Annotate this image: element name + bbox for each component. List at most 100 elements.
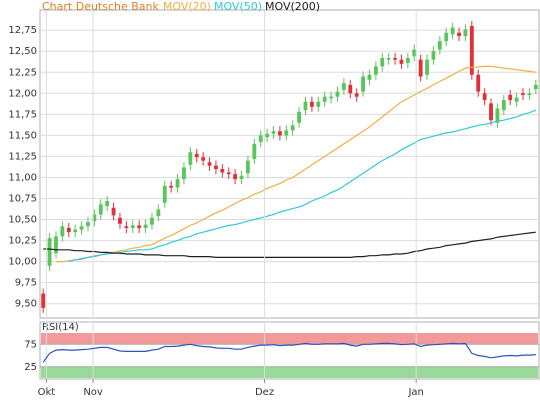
candle-body	[501, 100, 506, 111]
series-line	[43, 231, 536, 258]
zone	[41, 333, 538, 345]
candle-body	[105, 201, 110, 207]
y-tick-label: 11,75	[8, 109, 37, 120]
y-tick-label: 11,00	[8, 172, 37, 183]
candle-body	[508, 94, 513, 101]
candle-body	[393, 57, 397, 60]
candle-body	[111, 207, 116, 216]
y-tick-label: 12,25	[8, 67, 37, 78]
candle-body	[444, 32, 449, 42]
candle-body	[41, 293, 46, 308]
candle-body	[175, 179, 180, 188]
y-tick-label: 12,75	[8, 25, 37, 36]
y-tick-label: 10,00	[8, 257, 37, 268]
candle-body	[86, 222, 90, 227]
candle-body	[201, 157, 206, 161]
candle-body	[92, 214, 97, 222]
candle-body	[425, 59, 429, 75]
y-tick-label: 75	[24, 339, 37, 350]
candle-body	[73, 229, 78, 233]
candle-body	[277, 131, 282, 136]
candle-body	[527, 93, 532, 95]
y-tick-label: 10,75	[8, 194, 37, 205]
candle-body	[143, 224, 148, 228]
candle-body	[361, 76, 365, 92]
candle-body	[239, 175, 244, 180]
legend: Chart Deutsche Bank MOV(20) MOV(50) MOV(200…	[42, 0, 320, 13]
candle-body	[265, 133, 270, 138]
candle-body	[252, 143, 257, 159]
candle-body	[118, 217, 122, 224]
candle-body	[341, 83, 346, 90]
candle-body	[354, 93, 359, 97]
y-tick-label: 10,50	[8, 215, 37, 226]
chart-title: Chart Deutsche Bank	[42, 0, 160, 13]
x-tick-label: Jan	[407, 387, 423, 398]
candle-body	[533, 84, 538, 90]
candle-body	[130, 225, 135, 228]
candle-body	[386, 57, 391, 60]
candle-body	[367, 74, 372, 80]
candle-body	[373, 66, 378, 75]
candle-body	[303, 101, 308, 111]
candle-body	[79, 226, 84, 230]
candle-body	[226, 172, 231, 175]
candle-body	[271, 131, 276, 134]
candle-body	[137, 225, 142, 228]
candle-body	[469, 25, 474, 75]
candle-body	[284, 130, 289, 136]
panel-title: RSI(14)	[42, 322, 79, 333]
candle-body	[182, 167, 186, 180]
legend-entry: MOV(50)	[214, 0, 262, 13]
candle-body	[457, 32, 461, 37]
candle-body	[348, 84, 353, 94]
candle-body	[495, 108, 500, 123]
y-tick-label: 11,25	[8, 151, 37, 162]
price-panel	[39, 9, 540, 319]
candle-body	[380, 57, 385, 67]
candle-body	[124, 226, 129, 228]
candle-body	[60, 226, 65, 237]
candle-body	[207, 162, 212, 166]
candle-body	[220, 169, 225, 173]
x-tick-label: Nov	[83, 387, 103, 398]
series-line	[42, 342, 536, 363]
candle-body	[258, 135, 263, 143]
y-tick-label: 25	[24, 362, 37, 373]
candle-body	[162, 185, 167, 203]
candle-body	[489, 103, 493, 121]
y-tick-label: 9,75	[15, 278, 37, 289]
candle-body	[322, 96, 327, 102]
candle-body	[245, 160, 250, 174]
candle-body	[188, 152, 193, 165]
candle-body	[150, 217, 154, 225]
candle-body	[98, 204, 103, 215]
candle-body	[476, 74, 481, 92]
y-tick-label: 9,50	[15, 299, 37, 310]
candle-body	[309, 101, 314, 107]
candle-body	[463, 29, 468, 37]
candle-body	[437, 41, 442, 50]
candle-body	[297, 111, 302, 123]
candle-body	[335, 91, 340, 97]
legend-entry: MOV(20)	[163, 0, 211, 13]
candle-body	[214, 165, 218, 170]
y-tick-label: 10,25	[8, 236, 37, 247]
candle-body	[514, 97, 519, 102]
candle-body	[290, 125, 295, 131]
legend-entry: MOV(200)	[265, 0, 320, 13]
y-tick-label: 12,00	[8, 88, 37, 99]
candle-body	[418, 59, 423, 77]
series-line	[56, 65, 536, 263]
candle-body	[412, 49, 417, 57]
candle-body	[399, 59, 404, 64]
y-tick-label: 12,50	[8, 46, 37, 57]
candle-body	[54, 236, 58, 254]
candle-body	[156, 209, 161, 217]
candle-body	[482, 93, 487, 101]
candle-body	[316, 101, 321, 107]
candle-body	[450, 27, 455, 35]
candle-body	[329, 96, 334, 99]
candle-body	[431, 51, 436, 60]
candle-body	[47, 238, 52, 266]
